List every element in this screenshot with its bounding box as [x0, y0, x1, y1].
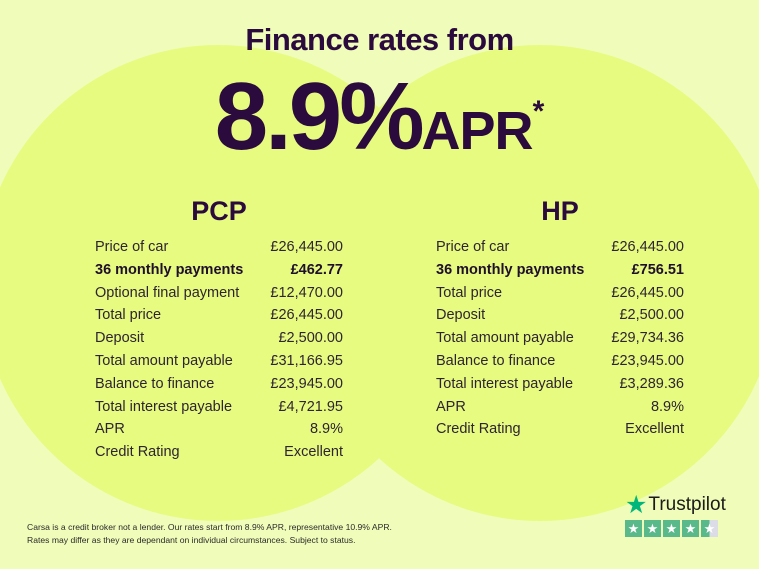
- table-row: APR 8.9%: [436, 399, 684, 422]
- trustpilot-rating: ★ ★ ★ ★ ★: [625, 520, 726, 537]
- table-row: Total interest payable £4,721.95: [95, 399, 343, 422]
- row-label: Optional final payment: [95, 284, 240, 301]
- table-row: Credit Rating Excellent: [436, 421, 684, 444]
- row-label: Price of car: [95, 239, 169, 255]
- table-row: Total price £26,445.00: [95, 307, 343, 330]
- row-label: Total amount payable: [436, 330, 574, 347]
- table-row: Balance to finance £23,945.00: [95, 376, 343, 399]
- row-label: Total amount payable: [95, 352, 233, 369]
- headline: Finance rates from: [245, 22, 514, 57]
- rating-star-icon: ★: [663, 520, 680, 537]
- star-icon: ★: [625, 491, 648, 519]
- row-label: Total price: [436, 284, 503, 301]
- row-label: APR: [436, 398, 466, 415]
- trustpilot-name: Trustpilot: [648, 494, 726, 515]
- rate-suffix: APR: [421, 101, 534, 161]
- rating-star-icon: ★: [682, 520, 699, 537]
- row-value: £12,470.00: [270, 284, 343, 301]
- row-value: £3,289.36: [619, 375, 684, 392]
- row-label: Credit Rating: [95, 444, 180, 461]
- row-label: Credit Rating: [436, 421, 521, 438]
- table-row: Deposit £2,500.00: [95, 330, 343, 353]
- table-row: APR 8.9%: [95, 421, 343, 444]
- table-row: Price of car £26,445.00: [436, 239, 684, 262]
- row-label: Deposit: [436, 307, 486, 324]
- row-label: Total interest payable: [436, 375, 574, 392]
- row-value: £23,945.00: [270, 375, 343, 392]
- row-label: Balance to finance: [436, 352, 556, 369]
- row-value: £462.77: [290, 261, 343, 278]
- table-row: Balance to finance £23,945.00: [436, 353, 684, 376]
- rating-star-icon: ★: [644, 520, 661, 537]
- table-row: Deposit £2,500.00: [436, 307, 684, 330]
- decorative-circle-right: [302, 45, 759, 521]
- row-value: £29,734.36: [611, 330, 684, 347]
- disclaimer: Carsa is a credit broker not a lender. O…: [27, 521, 392, 546]
- row-label: Total interest payable: [95, 398, 233, 415]
- row-value: £31,166.95: [270, 352, 343, 369]
- row-value: £26,445.00: [270, 239, 343, 255]
- row-value: £26,445.00: [270, 307, 343, 324]
- row-label: Price of car: [436, 239, 510, 255]
- row-value: £4,721.95: [278, 398, 343, 415]
- row-label: APR: [95, 421, 125, 438]
- pcp-title: PCP: [191, 196, 247, 226]
- table-row: Total interest payable £3,289.36: [436, 376, 684, 399]
- row-label: Total price: [95, 307, 162, 324]
- disclaimer-line: Carsa is a credit broker not a lender. O…: [27, 522, 392, 532]
- pcp-table: PCP Price of car £26,445.00 36 monthly pay…: [95, 196, 343, 467]
- row-value: £23,945.00: [611, 352, 684, 369]
- table-row: Total amount payable £29,734.36: [436, 330, 684, 353]
- table-row: Optional final payment £12,470.00: [95, 285, 343, 308]
- row-label: Deposit: [95, 330, 145, 347]
- rating-star-icon: ★: [701, 520, 718, 537]
- row-value: 8.9%: [309, 421, 343, 438]
- row-label: 36 monthly payments: [95, 261, 244, 278]
- trustpilot-badge: ★ Trustpilot ★ ★ ★ ★ ★: [625, 491, 726, 537]
- row-value: £26,445.00: [611, 284, 684, 301]
- row-value: £26,445.00: [611, 239, 684, 255]
- row-value: Excellent: [625, 421, 684, 438]
- row-label: Balance to finance: [95, 375, 215, 392]
- rate-value: 8.9%: [214, 63, 425, 170]
- trustpilot-logo: ★ Trustpilot: [625, 491, 726, 519]
- table-row: Price of car £26,445.00: [95, 239, 343, 262]
- table-row: Total amount payable £31,166.95: [95, 353, 343, 376]
- table-row: 36 monthly payments £756.51: [436, 262, 684, 285]
- table-row: Credit Rating Excellent: [95, 444, 343, 467]
- row-value: £2,500.00: [278, 330, 343, 347]
- row-value: Excellent: [284, 444, 343, 461]
- rating-star-icon: ★: [625, 520, 642, 537]
- row-value: £2,500.00: [619, 307, 684, 324]
- asterisk: *: [532, 95, 545, 128]
- hp-title: HP: [541, 196, 579, 226]
- row-label: 36 monthly payments: [436, 261, 585, 278]
- row-value: 8.9%: [650, 398, 684, 415]
- table-row: 36 monthly payments £462.77: [95, 262, 343, 285]
- hp-table: HP Price of car £26,445.00 36 monthly paym…: [436, 196, 684, 444]
- row-value: £756.51: [631, 261, 684, 278]
- disclaimer-line: Rates may differ as they are dependant o…: [27, 534, 356, 545]
- headline-rate: 8.9%APR*: [0, 62, 759, 172]
- table-row: Total price £26,445.00: [436, 285, 684, 308]
